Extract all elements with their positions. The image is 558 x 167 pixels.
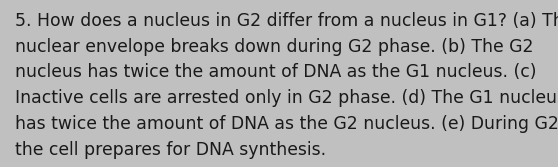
Text: 5. How does a nucleus in G2 differ from a nucleus in G1? (a) The: 5. How does a nucleus in G2 differ from … xyxy=(15,12,558,30)
Text: nucleus has twice the amount of DNA as the G1 nucleus. (c): nucleus has twice the amount of DNA as t… xyxy=(15,63,537,81)
Text: has twice the amount of DNA as the G2 nucleus. (e) During G2,: has twice the amount of DNA as the G2 nu… xyxy=(15,115,558,133)
Text: the cell prepares for DNA synthesis.: the cell prepares for DNA synthesis. xyxy=(15,141,326,159)
Text: Inactive cells are arrested only in G2 phase. (d) The G1 nucleus: Inactive cells are arrested only in G2 p… xyxy=(15,89,558,107)
Text: nuclear envelope breaks down during G2 phase. (b) The G2: nuclear envelope breaks down during G2 p… xyxy=(15,38,533,56)
